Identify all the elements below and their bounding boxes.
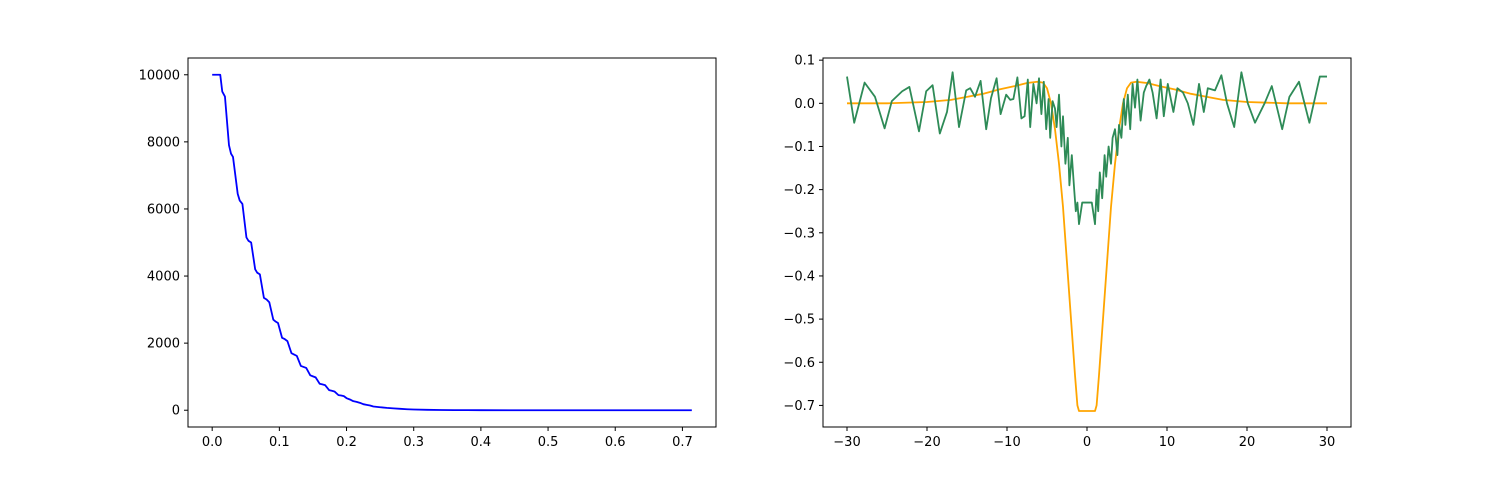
left-y-tick-label: 10000: [139, 68, 180, 83]
right-x-tick-label: 10: [1159, 435, 1176, 450]
right-series-0-line: [847, 80, 1327, 412]
right-x-tick-label: −30: [833, 435, 860, 450]
right-y-tick-label: −0.3: [783, 226, 815, 241]
left-series-0-line: [212, 73, 692, 412]
left-x-tick-label: 0.7: [672, 435, 693, 450]
left-y-tick-label: 6000: [147, 202, 180, 217]
left-x-tick-label: 0.5: [538, 435, 559, 450]
right-x-tick-label: 30: [1319, 435, 1336, 450]
right-y-tick-label: −0.6: [783, 356, 815, 371]
right-y-tick-label: 0.1: [794, 54, 815, 69]
right-series-1-line: [846, 71, 1327, 226]
right-y-tick-label: −0.1: [783, 140, 815, 155]
left-chart: 0.0 0.1 0.2 0.3 0.4 0.5 0.6 0.7 0 2000 4000 6000 80…: [139, 57, 717, 450]
left-plot-frame: [187, 57, 717, 428]
right-y-ticks: 0.1 0.0 −0.1 −0.2 −0.3 −0.4 −0.5 −0.6 −0.7: [783, 54, 823, 414]
right-y-tick-label: 0.0: [794, 97, 815, 112]
right-x-tick-label: −10: [993, 435, 1020, 450]
right-plot-frame: [822, 57, 1352, 428]
left-y-tick-label: 0: [172, 404, 180, 419]
left-plot-area: [188, 58, 716, 427]
right-x-ticks: −30 −20 −10 0 10 20 30: [833, 427, 1335, 450]
left-x-tick-label: 0.3: [403, 435, 424, 450]
right-y-tick-label: −0.5: [783, 313, 815, 328]
right-x-tick-label: 0: [1083, 435, 1091, 450]
right-plot-area: [823, 58, 1351, 427]
left-x-tick-label: 0.0: [202, 435, 223, 450]
left-x-tick-label: 0.2: [336, 435, 357, 450]
right-chart: −30 −20 −10 0 10 20 30 0.1 0.0 −0.1 −0.2 −0.3 −0.4 −…: [783, 54, 1352, 450]
right-y-tick-label: −0.2: [783, 183, 815, 198]
left-y-ticks: 0 2000 4000 6000 8000 10000: [139, 68, 188, 419]
left-chart-lines: [212, 73, 692, 412]
left-x-tick-label: 0.6: [605, 435, 626, 450]
left-x-tick-label: 0.1: [269, 435, 290, 450]
left-x-ticks: 0.0 0.1 0.2 0.3 0.4 0.5 0.6 0.7: [202, 427, 693, 450]
right-y-tick-label: −0.4: [783, 269, 815, 284]
left-y-tick-label: 4000: [147, 270, 180, 285]
right-x-tick-label: −20: [913, 435, 940, 450]
left-y-tick-label: 2000: [147, 337, 180, 352]
left-x-tick-label: 0.4: [471, 435, 492, 450]
right-x-tick-label: 20: [1239, 435, 1256, 450]
left-y-tick-label: 8000: [147, 135, 180, 150]
right-y-tick-label: −0.7: [783, 399, 815, 414]
right-chart-lines: [846, 71, 1327, 412]
